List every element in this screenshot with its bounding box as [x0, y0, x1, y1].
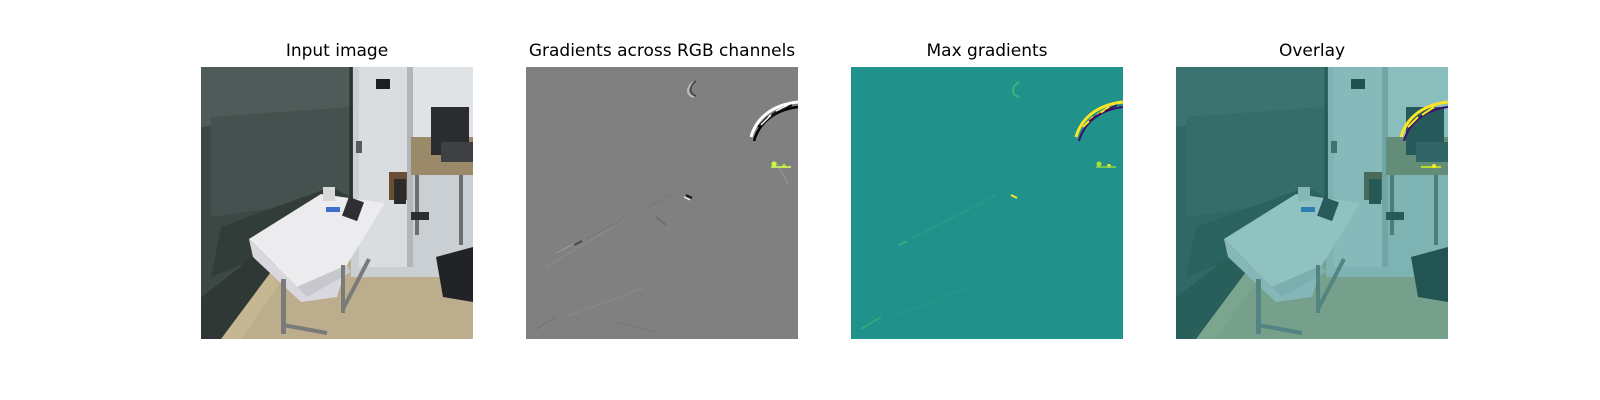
- max-gradients-panel: [851, 67, 1123, 339]
- overlay-panel: [1176, 67, 1448, 339]
- input-image: [201, 67, 473, 339]
- panel-title-overlay: Overlay: [1278, 41, 1346, 61]
- panel-title-gradients-rgb: Gradients across RGB channels: [528, 41, 796, 61]
- max-gradients-map: [851, 67, 1123, 339]
- gradients-rgb-panel: [526, 67, 798, 339]
- panel-title-input: Input image: [285, 41, 389, 61]
- overlay-image: [1176, 67, 1448, 339]
- gradients-rgb-map: [526, 67, 798, 339]
- panel-title-max-gradients: Max gradients: [926, 41, 1048, 61]
- input-image-panel: [201, 67, 473, 339]
